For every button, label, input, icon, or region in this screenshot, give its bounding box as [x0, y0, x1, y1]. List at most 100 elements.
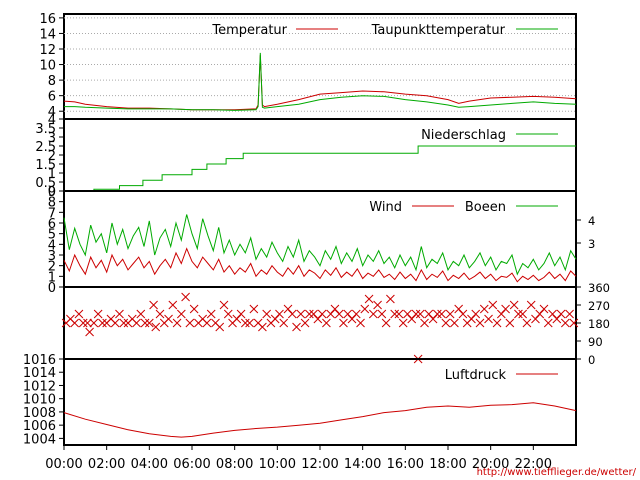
wind-direction-point: [275, 309, 284, 319]
wind-direction-point: [403, 309, 412, 319]
pressure-ytick-label: 1010: [23, 393, 56, 408]
x-tick-label: 06:00: [173, 457, 210, 472]
x-tick-label: 12:00: [301, 457, 338, 472]
pressure-ytick-label: 1008: [23, 406, 56, 421]
credit-link[interactable]: http://www.tiefflieger.de/wetter/: [477, 467, 637, 478]
wind-direction-point: [339, 318, 348, 328]
wind-direction-point: [539, 304, 549, 314]
pressure-ytick-label: 1006: [23, 419, 56, 434]
wind-direction-point: [505, 318, 515, 328]
wind-legend-label: Boeen: [465, 200, 506, 215]
wind-direction-point: [411, 309, 421, 319]
wind-direction-point: [236, 309, 246, 319]
x-tick-label: 02:00: [88, 457, 125, 472]
panel-precipitation: 00.511.522.533.54 Niederschlag: [35, 113, 577, 200]
wind-direction-point: [245, 318, 254, 328]
x-tick-label: 00:00: [45, 457, 82, 472]
wind-direction-point: [322, 318, 331, 328]
wind-direction-point: [501, 304, 510, 314]
x-tick-label: 10:00: [259, 457, 296, 472]
wind-direction-point: [144, 318, 154, 328]
wind-direction-point: [343, 309, 353, 319]
wind-direction-point: [467, 314, 476, 324]
wind-direction-point: [164, 314, 173, 324]
wind-direction-point: [185, 318, 195, 328]
temperature-series-temperatur: [63, 55, 577, 111]
wind-direction-point: [394, 309, 404, 319]
wind-direction-point: [98, 318, 107, 328]
precipitation-ytick-label: 3: [48, 131, 56, 146]
pressure-ytick-label: 1014: [23, 366, 56, 381]
wind_direction-y2tick-label: 270: [588, 299, 610, 313]
wind-direction-point: [488, 300, 498, 310]
wind-direction-point: [262, 309, 272, 319]
wind-direction-point: [441, 318, 451, 328]
x-tick-label: 14:00: [344, 457, 381, 472]
wind-direction-point: [132, 318, 141, 328]
wind-direction-point: [424, 309, 434, 319]
wind-direction-point: [317, 309, 327, 319]
wind-direction-point: [484, 314, 493, 324]
temperature-ytick-label: 8: [48, 74, 56, 89]
wind-direction-point: [155, 309, 165, 319]
wind-direction-point: [326, 309, 336, 319]
wind-series-wind: [63, 247, 577, 283]
x-tick-label: 16:00: [387, 457, 424, 472]
wind-direction-point: [89, 318, 99, 328]
wind-direction-point: [287, 309, 297, 319]
wind-direction-point: [492, 318, 502, 328]
wind-direction-point: [149, 300, 158, 310]
wind-y2tick-label: 4: [588, 214, 595, 228]
wind_direction-y2tick-label: 180: [588, 317, 610, 331]
wind-direction-point: [518, 309, 528, 319]
wind-direction-point: [351, 309, 361, 319]
wind-direction-point: [74, 309, 84, 319]
pressure-ytick-label: 1012: [23, 379, 56, 394]
wind-direction-point: [347, 314, 357, 324]
wind-ytick-label: 5: [48, 228, 56, 243]
wind-direction-point: [309, 309, 318, 319]
wind-direction-point: [151, 322, 161, 332]
wind-direction-point: [560, 318, 570, 328]
pressure-ytick-label: 1004: [23, 432, 56, 447]
wind-direction-point: [172, 318, 182, 328]
wind-direction-point: [304, 309, 314, 319]
wind-ytick-label: 2: [48, 260, 56, 275]
wind-direction-point: [381, 318, 391, 328]
wind-direction-point: [240, 318, 250, 328]
wind-direction-point: [428, 314, 438, 324]
x-tick-label: 20:00: [472, 457, 509, 472]
wind-direction-point: [110, 318, 120, 328]
wind-direction-point: [377, 309, 387, 319]
x-tick-label: 22:00: [515, 457, 552, 472]
wind-direction-point: [368, 309, 378, 319]
panel-wind_direction: 0 90 180 270 360: [61, 281, 610, 367]
wind-direction-point: [78, 318, 88, 328]
wind-direction-point: [176, 309, 186, 319]
wind-direction-point: [215, 322, 225, 332]
wind-direction-point: [136, 309, 146, 319]
wind-y2tick-label: 3: [588, 237, 595, 251]
wind-direction-point: [543, 318, 553, 328]
wind-direction-point: [471, 309, 481, 319]
precipitation-ytick-label: 2: [48, 149, 56, 164]
wind-direction-point: [526, 300, 536, 310]
wind-direction-point: [115, 309, 124, 319]
temperature-ytick-label: 10: [39, 59, 56, 74]
wind-direction-point: [373, 300, 382, 310]
wind-direction-point: [258, 322, 267, 332]
wind_direction-y2tick-label: 0: [588, 353, 595, 367]
temperature-series-taupunkttemperatur: [64, 52, 577, 111]
precipitation-ytick-label: 0.5: [35, 176, 56, 191]
temperature-legend-label: Temperatur: [211, 23, 287, 38]
wind-direction-point: [407, 314, 417, 324]
wind-direction-point: [514, 309, 523, 319]
wind-direction-point: [522, 318, 532, 328]
wind-ytick-label: 0: [48, 281, 56, 296]
precipitation-ytick-label: 0: [48, 185, 56, 200]
wind-direction-point: [313, 314, 323, 324]
wind-direction-point: [168, 300, 178, 310]
